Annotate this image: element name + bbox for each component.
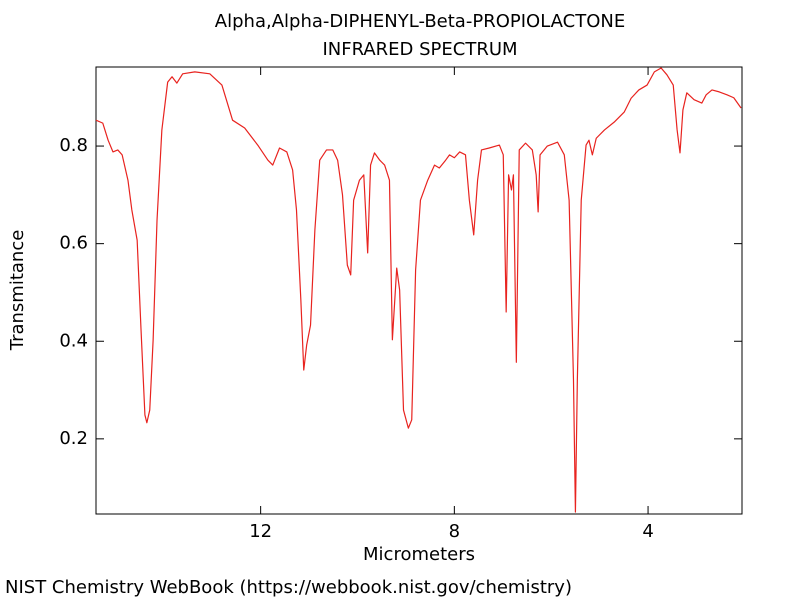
y-axis-label: Transmitance [7, 230, 28, 352]
x-axis-label: Micrometers [363, 544, 475, 565]
y-tick-label: 0.6 [59, 233, 88, 254]
plot-frame [95, 66, 743, 515]
y-tick-label: 0.8 [59, 135, 88, 156]
x-tick-label: 8 [449, 521, 460, 542]
chart-title: Alpha,Alpha-DIPHENYL-Beta-PROPIOLACTONE [215, 11, 625, 32]
source-note: NIST Chemistry WebBook (https://webbook.… [5, 577, 572, 598]
spectrum-line [95, 67, 742, 513]
chart-subtitle: INFRARED SPECTRUM [322, 39, 517, 60]
y-tick-label: 0.4 [59, 330, 88, 351]
x-tick-label: 4 [642, 521, 653, 542]
x-tick-label: 12 [249, 521, 272, 542]
y-tick-label: 0.2 [59, 428, 88, 449]
